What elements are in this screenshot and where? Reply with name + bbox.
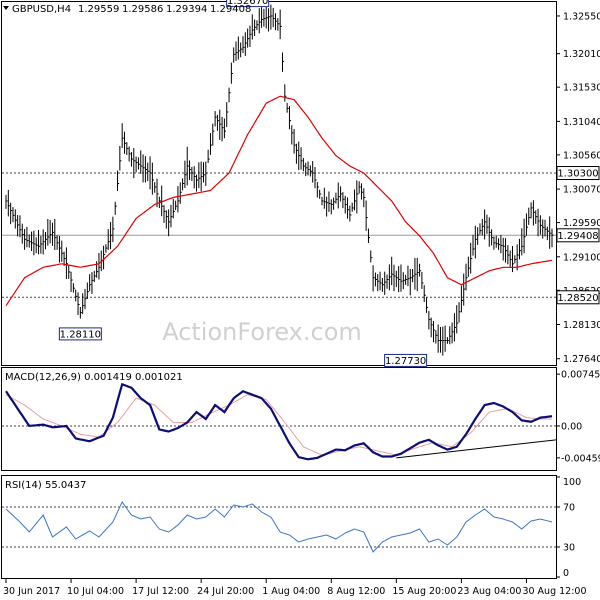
- time-axis: 30 Jun 2017 10 Jul 04:00 17 Jul 12:00 24 Ju…: [3, 579, 587, 597]
- macd-label: MACD(12,26,9) 0.001419 0.001021: [5, 372, 183, 383]
- time-tick-label: 8 Aug 12:00: [327, 586, 385, 597]
- time-tick-label: 10 Jul 04:00: [67, 586, 124, 597]
- macd-trendline: [396, 439, 557, 459]
- macd-axis: 0.007456 0.00 -0.004592: [556, 370, 600, 464]
- rsi-axis: 100 70 30 0: [556, 476, 581, 579]
- chart-header: GBPUSD,H4 1.29559 1.29586 1.29394 1.2940…: [3, 4, 251, 15]
- header-open: 1.29559: [78, 4, 119, 15]
- svg-text:1.32670: 1.32670: [227, 0, 268, 7]
- rsi-panel-frame: [1, 475, 557, 579]
- macd-tick-label: 0.007456: [561, 370, 600, 381]
- time-tick-label: 30 Aug 12:00: [522, 586, 586, 597]
- header-low: 1.29394: [166, 4, 207, 15]
- time-tick-label: 24 Jul 20:00: [197, 586, 254, 597]
- macd-line: [5, 382, 553, 461]
- time-tick-label: 23 Aug 04:00: [457, 586, 521, 597]
- time-tick-label: 1 Aug 04:00: [262, 586, 320, 597]
- rsi-tick-label: 30: [563, 543, 575, 554]
- macd-tick-label: -0.004592: [561, 453, 600, 464]
- current-price-label: 1.29408: [556, 228, 600, 243]
- header-high: 1.29586: [122, 4, 163, 15]
- price-tick-label: 1.30560: [563, 150, 600, 161]
- header-symbol: GBPUSD,H4: [12, 4, 71, 15]
- price-tick-label: 1.30070: [563, 185, 600, 196]
- moving-average-line: [5, 95, 553, 307]
- rsi-tick-label: 70: [563, 503, 575, 514]
- price-annotation: 1.27730: [384, 353, 428, 367]
- price-tick-label: 1.28130: [563, 320, 600, 331]
- price-bars: [5, 4, 554, 356]
- rsi-line: [5, 501, 553, 553]
- price-tick-label: 1.32550: [563, 11, 600, 22]
- price-tick-label: 1.32010: [563, 49, 600, 60]
- price-tick-label: 1.31040: [563, 117, 600, 128]
- support-label: 1.28520: [556, 290, 600, 305]
- watermark: ActionForex.com: [162, 318, 362, 346]
- rsi-tick-label: 100: [563, 477, 581, 488]
- svg-text:1.29408: 1.29408: [557, 231, 598, 242]
- header-close: 1.29408: [210, 4, 251, 15]
- price-panel-frame: [1, 1, 557, 366]
- price-tick-label: 1.29100: [563, 252, 600, 263]
- price-tick-label: 1.29590: [563, 218, 600, 229]
- time-tick-label: 17 Jul 12:00: [132, 586, 189, 597]
- header-arrow-icon: [3, 6, 9, 10]
- svg-text:1.30300: 1.30300: [557, 169, 598, 180]
- price-tick-label: 1.31530: [563, 83, 600, 94]
- svg-text:1.28110: 1.28110: [60, 329, 101, 340]
- svg-text:1.27730: 1.27730: [385, 356, 426, 367]
- svg-text:1.28520: 1.28520: [557, 293, 598, 304]
- resistance-label: 1.30300: [556, 166, 600, 181]
- price-annotations: 1.32670 1.28110 1.27730: [58, 0, 428, 367]
- price-annotation: 1.32670: [226, 0, 270, 8]
- rsi-label: RSI(14) 55.0437: [5, 480, 86, 491]
- macd-tick-label: 0.00: [561, 421, 582, 432]
- price-annotation: 1.28110: [58, 327, 102, 341]
- time-tick-label: 30 Jun 2017: [3, 586, 60, 597]
- time-tick-label: 15 Aug 20:00: [392, 586, 456, 597]
- price-tick-label: 1.27640: [563, 354, 600, 365]
- rsi-tick-label: 0: [563, 568, 569, 579]
- macd-panel-frame: [1, 367, 557, 471]
